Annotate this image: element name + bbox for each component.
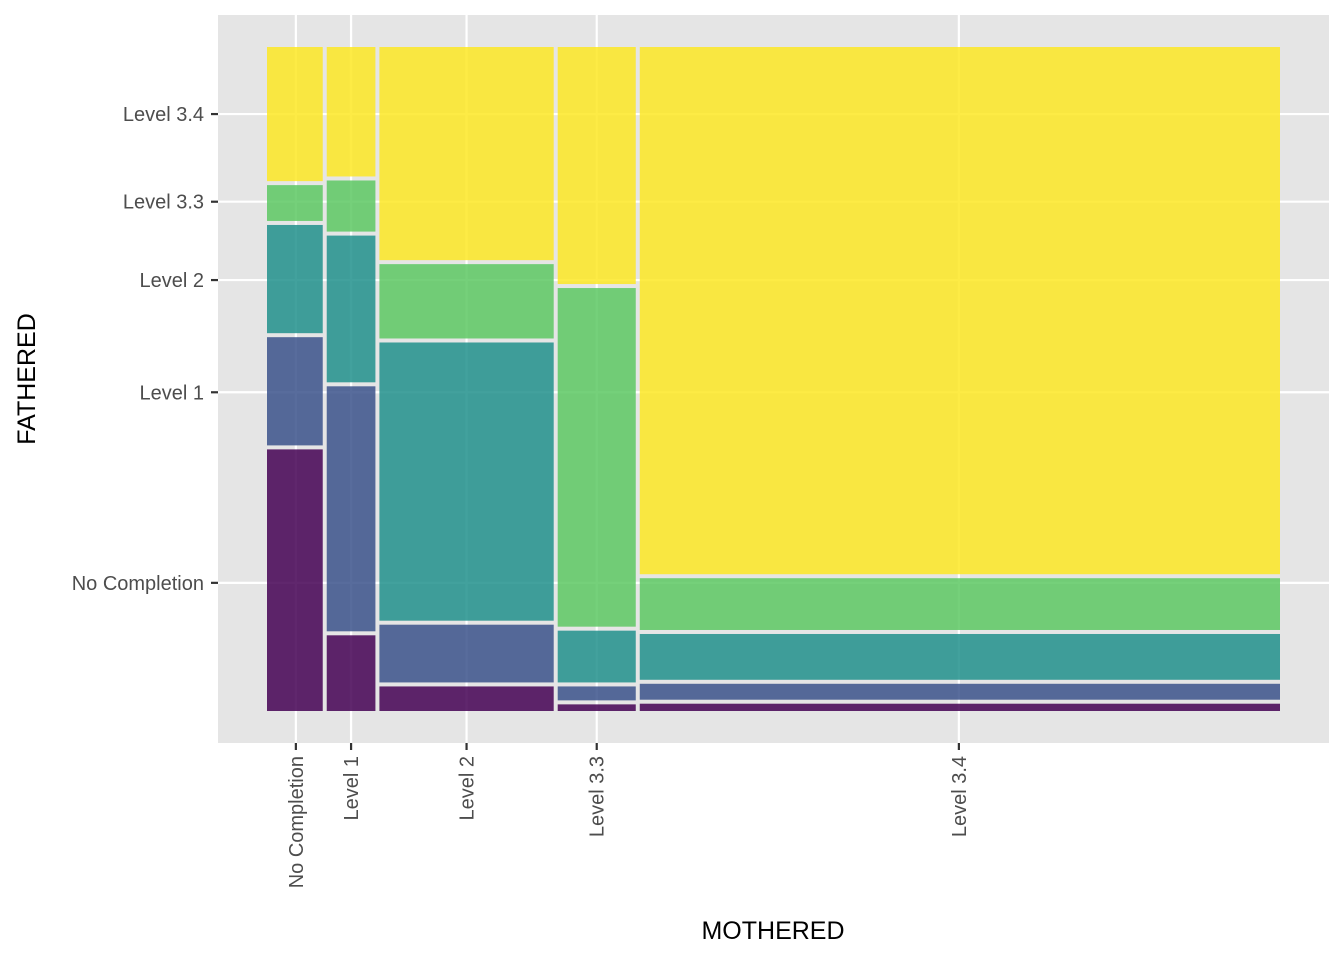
y-tick-label-level-2: Level 2 xyxy=(140,270,205,292)
y-tick-label-level-3-4: Level 3.4 xyxy=(123,104,204,126)
y-axis: No Completion Level 1 Level 2 Level 3.3 Leve… xyxy=(72,104,218,595)
tile-level-2-level-3-3 xyxy=(379,264,554,339)
tile-level-2-level-1 xyxy=(379,624,554,683)
tile-level-1-level-3-4 xyxy=(326,47,376,177)
tile-level-3-4-level-3-4 xyxy=(639,47,1280,575)
tile-no-completion-level-2 xyxy=(267,224,323,334)
tile-level-3-4-no-completion xyxy=(639,703,1280,711)
y-tick-label-no-completion: No Completion xyxy=(72,573,204,595)
tile-no-completion-level-3-4 xyxy=(267,47,323,182)
tile-level-3-3-level-3-3 xyxy=(557,288,636,627)
tile-level-1-level-2 xyxy=(326,235,376,383)
x-axis: No Completion Level 1 Level 2 Level 3.3 Leve… xyxy=(286,743,971,888)
tile-level-3-3-level-2 xyxy=(557,630,636,683)
x-tick-label-level-3-4: Level 3.4 xyxy=(949,756,971,837)
tile-no-completion-level-1 xyxy=(267,337,323,446)
tile-no-completion-level-3-3 xyxy=(267,185,323,221)
tile-level-3-3-level-1 xyxy=(557,686,636,701)
tile-level-1-level-1 xyxy=(326,386,376,632)
x-axis-title: MOTHERED xyxy=(701,917,844,945)
tile-level-1-no-completion xyxy=(326,635,376,711)
tile-level-3-3-level-3-4 xyxy=(557,47,636,285)
tile-level-3-3-no-completion xyxy=(557,704,636,711)
tile-level-3-4-level-2 xyxy=(639,633,1280,680)
tile-level-1-level-3-3 xyxy=(326,180,376,232)
mosaic-tiles xyxy=(267,47,1280,711)
x-tick-label-level-2: Level 2 xyxy=(457,756,479,821)
y-tick-label-level-1: Level 1 xyxy=(140,382,205,404)
tile-level-2-level-2 xyxy=(379,342,554,621)
tile-level-2-level-3-4 xyxy=(379,47,554,261)
y-tick-label-level-3-3: Level 3.3 xyxy=(123,192,204,214)
x-tick-label-no-completion: No Completion xyxy=(286,756,308,888)
tile-level-3-4-level-3-3 xyxy=(639,578,1280,630)
y-axis-title: FATHERED xyxy=(13,313,41,445)
x-tick-label-level-1: Level 1 xyxy=(341,756,363,821)
tile-no-completion-no-completion xyxy=(267,449,323,711)
tile-level-3-4-level-1 xyxy=(639,683,1280,700)
tile-level-2-no-completion xyxy=(379,686,554,711)
x-tick-label-level-3-3: Level 3.3 xyxy=(587,756,609,837)
